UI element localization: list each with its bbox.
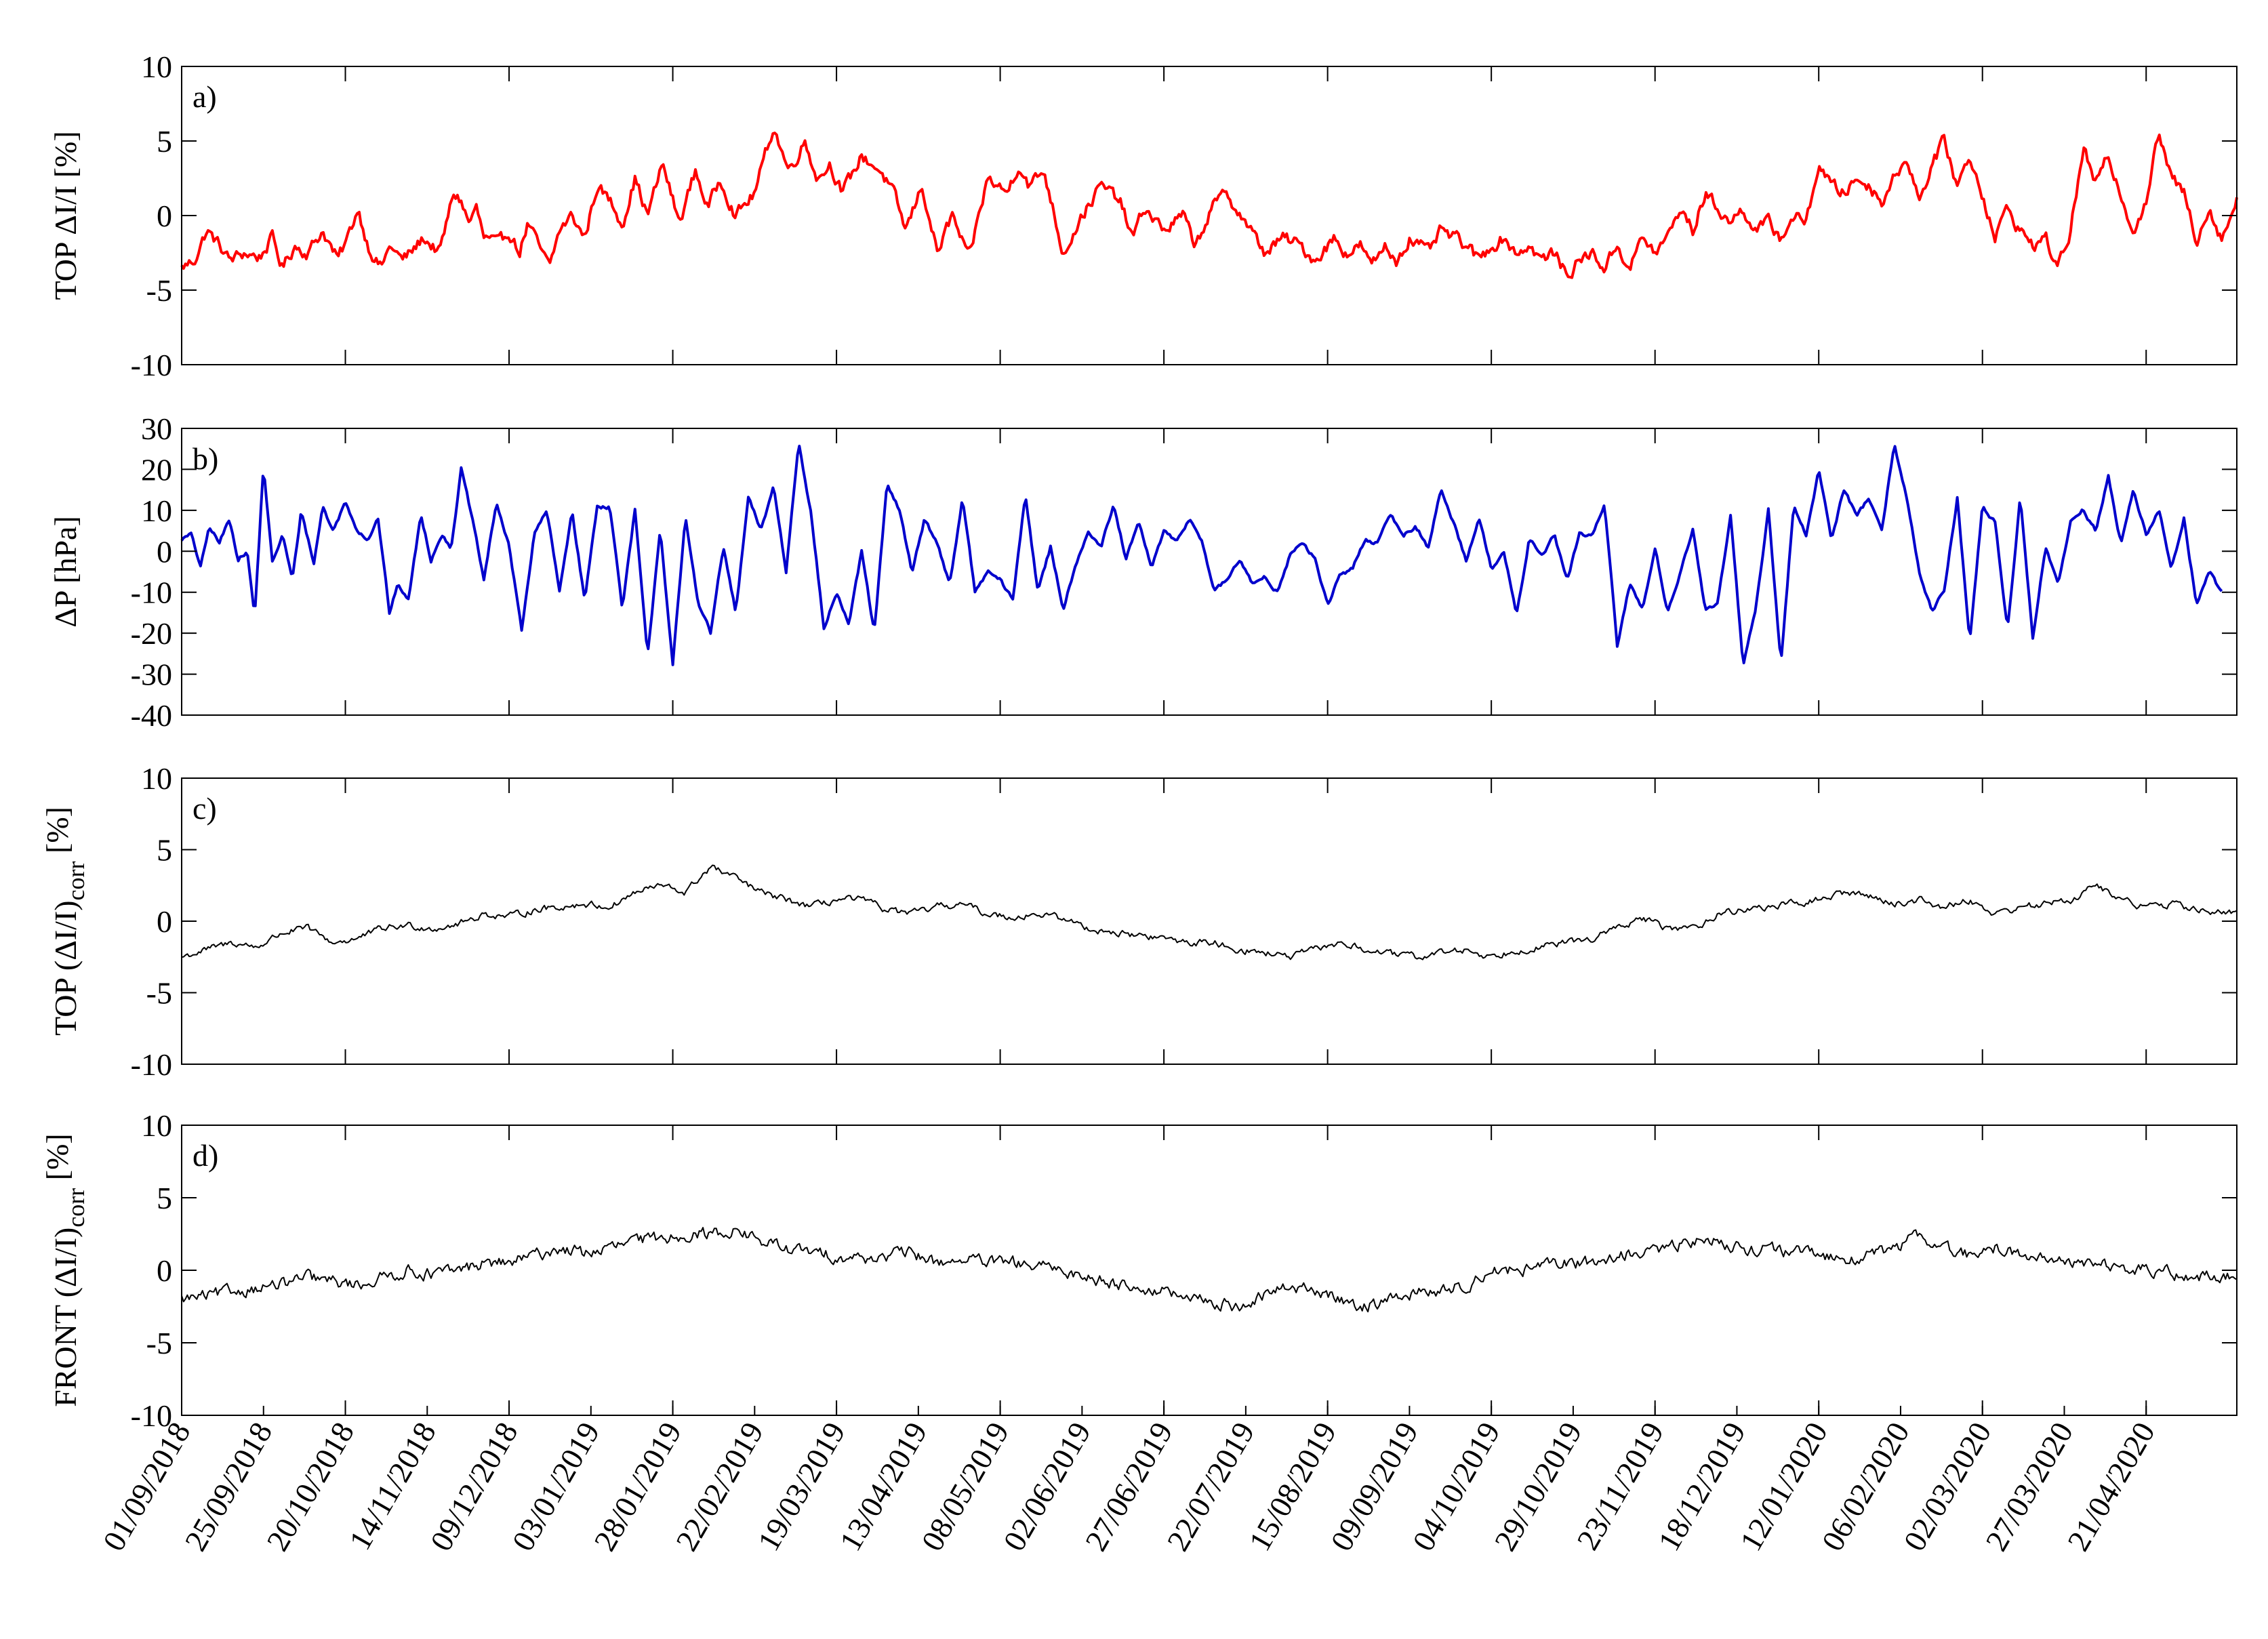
y-axis-label-a: TOP ΔI/I [%] (48, 131, 83, 300)
panel-a: 10 5 0 -5 -10 a) TOP ΔI/I [%] (48, 49, 2238, 382)
y-tick-label-d: 10 (141, 1108, 172, 1143)
y-tick-label-a: -10 (131, 348, 172, 382)
y-tick-label-b: 10 (141, 493, 172, 528)
y-tick-label-b: -10 (131, 575, 172, 610)
panel-label-a: a) (193, 79, 217, 114)
y-tick-label-c: 0 (157, 904, 172, 939)
data-series-a (180, 131, 2238, 279)
y-tick-label-c: -5 (146, 976, 172, 1011)
data-series-b (180, 445, 2223, 666)
y-tick-label-c: 10 (141, 761, 172, 796)
panel-c: 10 5 0 -5 -10 c) TOP (ΔI/I)corr [%] (40, 761, 2237, 1082)
y-tick-label-a: -5 (146, 273, 172, 308)
y-axis-label-tail: [%] (40, 1133, 75, 1188)
y-axis-label-main: FRONT (ΔI/I) (48, 1228, 83, 1407)
y-tick-label-d: -5 (146, 1326, 172, 1360)
y-tick-label-b: -40 (131, 698, 172, 733)
y-axis-label-subscript: corr (62, 862, 89, 901)
panel-label-c: c) (193, 791, 217, 826)
data-series-c (181, 864, 2237, 960)
y-tick-label-b: 0 (157, 534, 172, 569)
y-tick-label-d: 5 (157, 1181, 172, 1215)
y-tick-label-b: 30 (141, 411, 172, 446)
y-tick-label-a: 5 (157, 124, 172, 159)
y-tick-label-b: -30 (131, 657, 172, 692)
y-axis-label-tail: [%] (40, 807, 75, 861)
panel-d: 10 5 0 -5 -10 d) FRONT (ΔI/I)corr [%] (40, 1108, 2237, 1433)
y-axis-label-main: TOP ΔI/I [%] (48, 131, 83, 300)
plot-frame-c (181, 777, 2237, 1065)
x-axis: 01/09/201825/09/201820/10/201814/11/2018… (96, 1406, 2162, 1556)
plot-frame-b (181, 428, 2237, 716)
y-axis-label-subscript: corr (62, 1188, 89, 1228)
y-tick-label-c: -10 (131, 1047, 172, 1082)
y-tick-label-b: -20 (131, 616, 172, 651)
y-axis-label-main: ΔP [hPa] (48, 516, 83, 628)
y-tick-label-a: 0 (157, 199, 172, 233)
y-axis-label-b: ΔP [hPa] (48, 516, 83, 628)
data-series-d (181, 1227, 2237, 1313)
y-tick-label-a: 10 (141, 49, 172, 84)
plot-frame-d (181, 1125, 2237, 1416)
y-tick-label-d: 0 (157, 1253, 172, 1288)
panel-label-d: d) (193, 1138, 218, 1173)
y-tick-label-b: 20 (141, 452, 172, 487)
y-axis-label-main: TOP (ΔI/I) (48, 900, 83, 1036)
y-tick-label-d: -10 (131, 1398, 172, 1433)
y-tick-label-c: 5 (157, 833, 172, 868)
y-axis-label-d: FRONT (ΔI/I)corr [%] (40, 1133, 89, 1407)
panel-b: 30 20 10 0 -10 -20 -30 -40 b) ΔP [hPa] (48, 411, 2237, 733)
y-axis-label-c: TOP (ΔI/I)corr [%] (40, 807, 89, 1036)
panel-label-b: b) (193, 441, 218, 476)
